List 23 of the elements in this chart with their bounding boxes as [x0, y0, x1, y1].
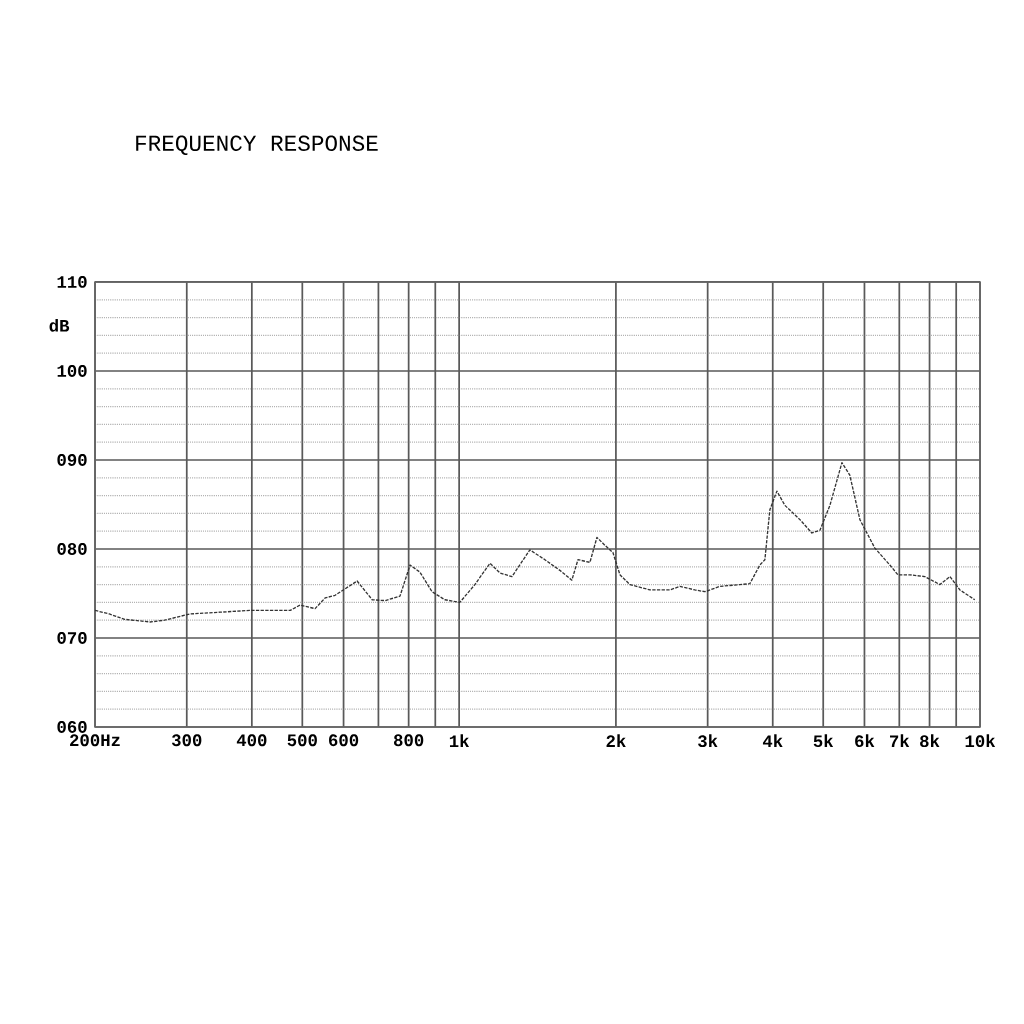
y-axis-title: dB: [49, 318, 70, 332]
x-tick-label: 400: [236, 734, 267, 747]
x-tick-label: 800: [393, 734, 424, 747]
x-tick-label: 8k: [920, 734, 940, 748]
x-tick-label: 6k: [855, 734, 875, 748]
x-tick-label: 5k: [813, 734, 834, 748]
x-tick-label: 3k: [698, 734, 718, 748]
y-tick-label: 090: [57, 454, 87, 466]
x-tick-label: 7k: [890, 734, 910, 747]
x-tick-label: 500: [287, 734, 317, 747]
y-tick-label: 110: [57, 276, 87, 288]
chart-title: FREQUENCY RESPONSE: [136, 135, 378, 156]
x-tick-label: 600: [329, 734, 359, 747]
y-tick-label: 100: [57, 365, 87, 377]
y-tick-label: 060: [57, 721, 87, 733]
y-tick-label: 080: [57, 543, 87, 555]
x-tick-label: 10k: [965, 734, 996, 748]
x-tick-label: 300: [171, 734, 202, 747]
x-tick-label: 4k: [762, 734, 783, 747]
x-tick-label: 1k: [449, 734, 470, 747]
x-tick-label: 2k: [606, 734, 626, 747]
y-tick-label: 070: [57, 632, 87, 644]
x-tick-label: 200Hz: [70, 734, 120, 747]
